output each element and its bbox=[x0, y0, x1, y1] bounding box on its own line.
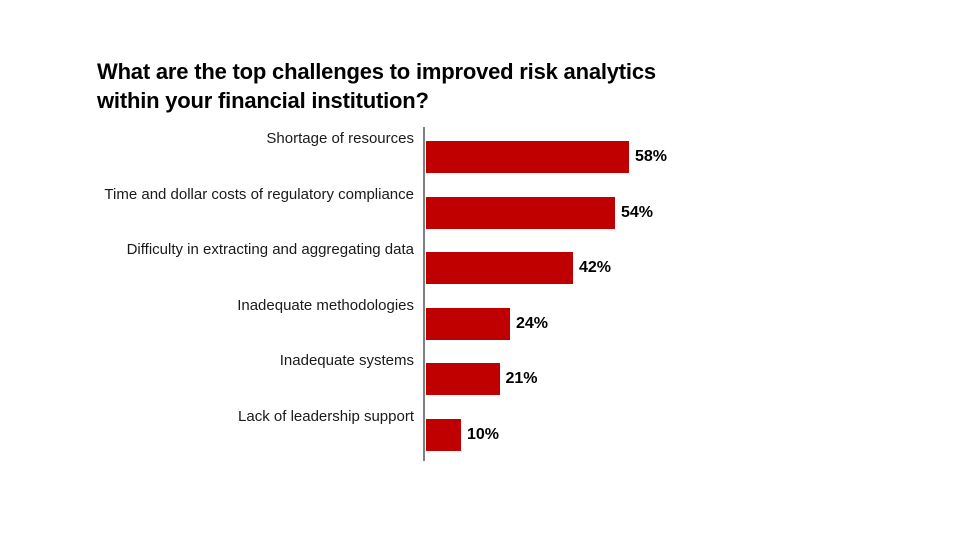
category-label: Difficulty in extracting and aggregating… bbox=[126, 241, 414, 259]
bar-row: Inadequate systems 21% bbox=[0, 349, 960, 405]
bar-area: 24% bbox=[424, 294, 960, 350]
category-axis-line bbox=[423, 127, 425, 461]
bar bbox=[426, 141, 629, 173]
category-label: Inadequate systems bbox=[279, 352, 414, 370]
bar bbox=[426, 418, 461, 451]
value-label: 24% bbox=[516, 314, 549, 332]
bar-row: Lack of leadership support 10% bbox=[0, 405, 960, 461]
category-label: Shortage of resources bbox=[266, 130, 414, 147]
bar-area: 54% bbox=[424, 183, 960, 239]
chart-title-line1: What are the top challenges to improved … bbox=[97, 59, 656, 84]
bar-rows: Shortage of resources 58% Time and dolla… bbox=[0, 127, 960, 461]
bar-row: Difficulty in extracting and aggregating… bbox=[0, 238, 960, 294]
bar bbox=[426, 307, 510, 340]
bar bbox=[426, 363, 500, 396]
bar bbox=[426, 196, 615, 229]
bar-chart: Shortage of resources 58% Time and dolla… bbox=[0, 127, 960, 461]
bar-area: 21% bbox=[424, 349, 960, 405]
bar-area: 10% bbox=[424, 405, 960, 461]
bar-row: Shortage of resources 58% bbox=[0, 127, 960, 183]
category-label: Inadequate methodologies bbox=[237, 296, 414, 314]
value-label: 10% bbox=[467, 425, 500, 443]
value-label: 42% bbox=[579, 259, 612, 277]
bar-area: 58% bbox=[424, 127, 960, 183]
bar-row: Inadequate methodologies 24% bbox=[0, 294, 960, 350]
category-label: Lack of leadership support bbox=[238, 407, 414, 425]
bar-row: Time and dollar costs of regulatory comp… bbox=[0, 183, 960, 239]
chart-title-line2: within your financial institution? bbox=[97, 88, 429, 113]
bar-area: 42% bbox=[424, 238, 960, 294]
value-label: 21% bbox=[505, 370, 538, 388]
value-label: 58% bbox=[635, 148, 668, 165]
chart-title: What are the top challenges to improved … bbox=[97, 57, 737, 115]
bar bbox=[426, 252, 573, 285]
category-label: Time and dollar costs of regulatory comp… bbox=[104, 185, 414, 203]
value-label: 54% bbox=[621, 203, 654, 221]
